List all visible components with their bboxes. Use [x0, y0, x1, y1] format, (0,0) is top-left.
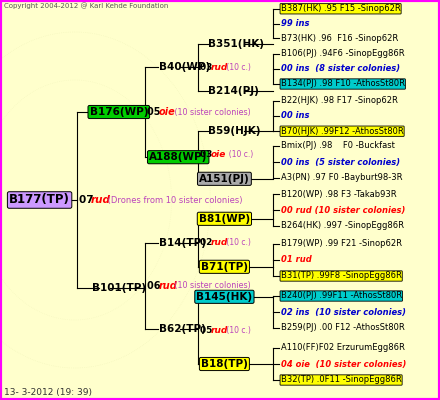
Text: B18(TP): B18(TP): [201, 359, 248, 369]
Text: B101(TP): B101(TP): [92, 283, 146, 293]
Text: B81(WP): B81(WP): [199, 214, 250, 224]
Text: 03: 03: [200, 150, 216, 160]
Text: B176(WP): B176(WP): [90, 107, 148, 117]
Text: B70(HJK) .99F12 -AthosSt80R: B70(HJK) .99F12 -AthosSt80R: [281, 127, 403, 136]
Text: B145(HK): B145(HK): [196, 292, 253, 302]
Text: 05: 05: [147, 107, 164, 117]
Text: 06: 06: [147, 281, 164, 291]
Text: 01 rud: 01 rud: [281, 256, 312, 264]
Text: (Drones from 10 sister colonies): (Drones from 10 sister colonies): [105, 196, 242, 204]
Text: A3(PN) .97 F0 -Bayburt98-3R: A3(PN) .97 F0 -Bayburt98-3R: [281, 174, 402, 182]
Text: B387(HK) .95 F15 -Sinop62R: B387(HK) .95 F15 -Sinop62R: [281, 4, 400, 13]
Text: 02 ins  (10 sister colonies): 02 ins (10 sister colonies): [281, 308, 406, 316]
Text: B177(TP): B177(TP): [9, 194, 70, 206]
Text: 99 ins: 99 ins: [281, 20, 309, 28]
Text: 07: 07: [79, 195, 97, 205]
Text: A110(FF)F02 ErzurumEgg86R: A110(FF)F02 ErzurumEgg86R: [281, 344, 405, 352]
Text: rud: rud: [210, 326, 227, 335]
Text: B59(HJK): B59(HJK): [208, 126, 260, 136]
Text: B214(PJ): B214(PJ): [208, 86, 259, 96]
Text: oie: oie: [210, 150, 226, 160]
Text: B179(WP) .99 F21 -Sinop62R: B179(WP) .99 F21 -Sinop62R: [281, 240, 402, 248]
Text: B40(WP): B40(WP): [159, 62, 210, 72]
Text: B240(PJ) .99F11 -AthosSt80R: B240(PJ) .99F11 -AthosSt80R: [281, 292, 402, 300]
Text: B71(TP): B71(TP): [201, 262, 248, 272]
Text: (10 c.): (10 c.): [224, 238, 250, 247]
Text: rud: rud: [158, 281, 177, 291]
Text: rud: rud: [210, 238, 227, 247]
Text: B264(HK) .997 -SinopEgg86R: B264(HK) .997 -SinopEgg86R: [281, 222, 404, 230]
Text: rud: rud: [90, 195, 110, 205]
Text: B106(PJ) .94F6 -SinopEgg86R: B106(PJ) .94F6 -SinopEgg86R: [281, 49, 404, 58]
Text: rud: rud: [210, 63, 227, 72]
Text: B31(TP) .99F8 -SinopEgg86R: B31(TP) .99F8 -SinopEgg86R: [281, 272, 402, 280]
Text: (10 sister colonies): (10 sister colonies): [172, 108, 251, 116]
Text: B14(TP): B14(TP): [159, 238, 206, 248]
Text: (10 sister colonies): (10 sister colonies): [172, 281, 251, 290]
Text: B73(HK) .96  F16 -Sinop62R: B73(HK) .96 F16 -Sinop62R: [281, 34, 398, 43]
Text: (10 c.): (10 c.): [224, 150, 253, 160]
Text: B62(TP): B62(TP): [159, 324, 206, 334]
Text: 00 ins  (5 sister colonies): 00 ins (5 sister colonies): [281, 158, 400, 166]
Text: 03: 03: [200, 63, 216, 72]
Text: (10 c.): (10 c.): [224, 326, 250, 335]
Text: B120(WP) .98 F3 -Takab93R: B120(WP) .98 F3 -Takab93R: [281, 190, 396, 198]
Text: 04 oie  (10 sister colonies): 04 oie (10 sister colonies): [281, 360, 406, 368]
Text: (10 c.): (10 c.): [224, 63, 250, 72]
Text: 02: 02: [200, 238, 216, 247]
Text: oie: oie: [158, 107, 175, 117]
Text: 05: 05: [200, 326, 216, 335]
Text: 00 ins  (8 sister colonies): 00 ins (8 sister colonies): [281, 64, 400, 73]
Text: 00 ins: 00 ins: [281, 112, 309, 120]
Text: B259(PJ) .00 F12 -AthosSt80R: B259(PJ) .00 F12 -AthosSt80R: [281, 324, 404, 332]
Text: Copyright 2004-2012 @ Karl Kehde Foundation: Copyright 2004-2012 @ Karl Kehde Foundat…: [4, 3, 169, 9]
Text: Bmix(PJ) .98    F0 -Buckfast: Bmix(PJ) .98 F0 -Buckfast: [281, 142, 395, 150]
Text: B134(PJ) .98 F10 -AthosSt80R: B134(PJ) .98 F10 -AthosSt80R: [281, 80, 405, 88]
Text: B351(HK): B351(HK): [208, 39, 264, 49]
Text: 00 rud (10 sister colonies): 00 rud (10 sister colonies): [281, 206, 405, 214]
Text: A151(PJ): A151(PJ): [199, 174, 250, 184]
Text: B22(HJK) .98 F17 -Sinop62R: B22(HJK) .98 F17 -Sinop62R: [281, 96, 398, 105]
Text: 13- 3-2012 (19: 39): 13- 3-2012 (19: 39): [4, 388, 92, 397]
Text: B32(TP) .0F11 -SinopEgg86R: B32(TP) .0F11 -SinopEgg86R: [281, 376, 401, 384]
Text: A188(WP): A188(WP): [149, 152, 207, 162]
